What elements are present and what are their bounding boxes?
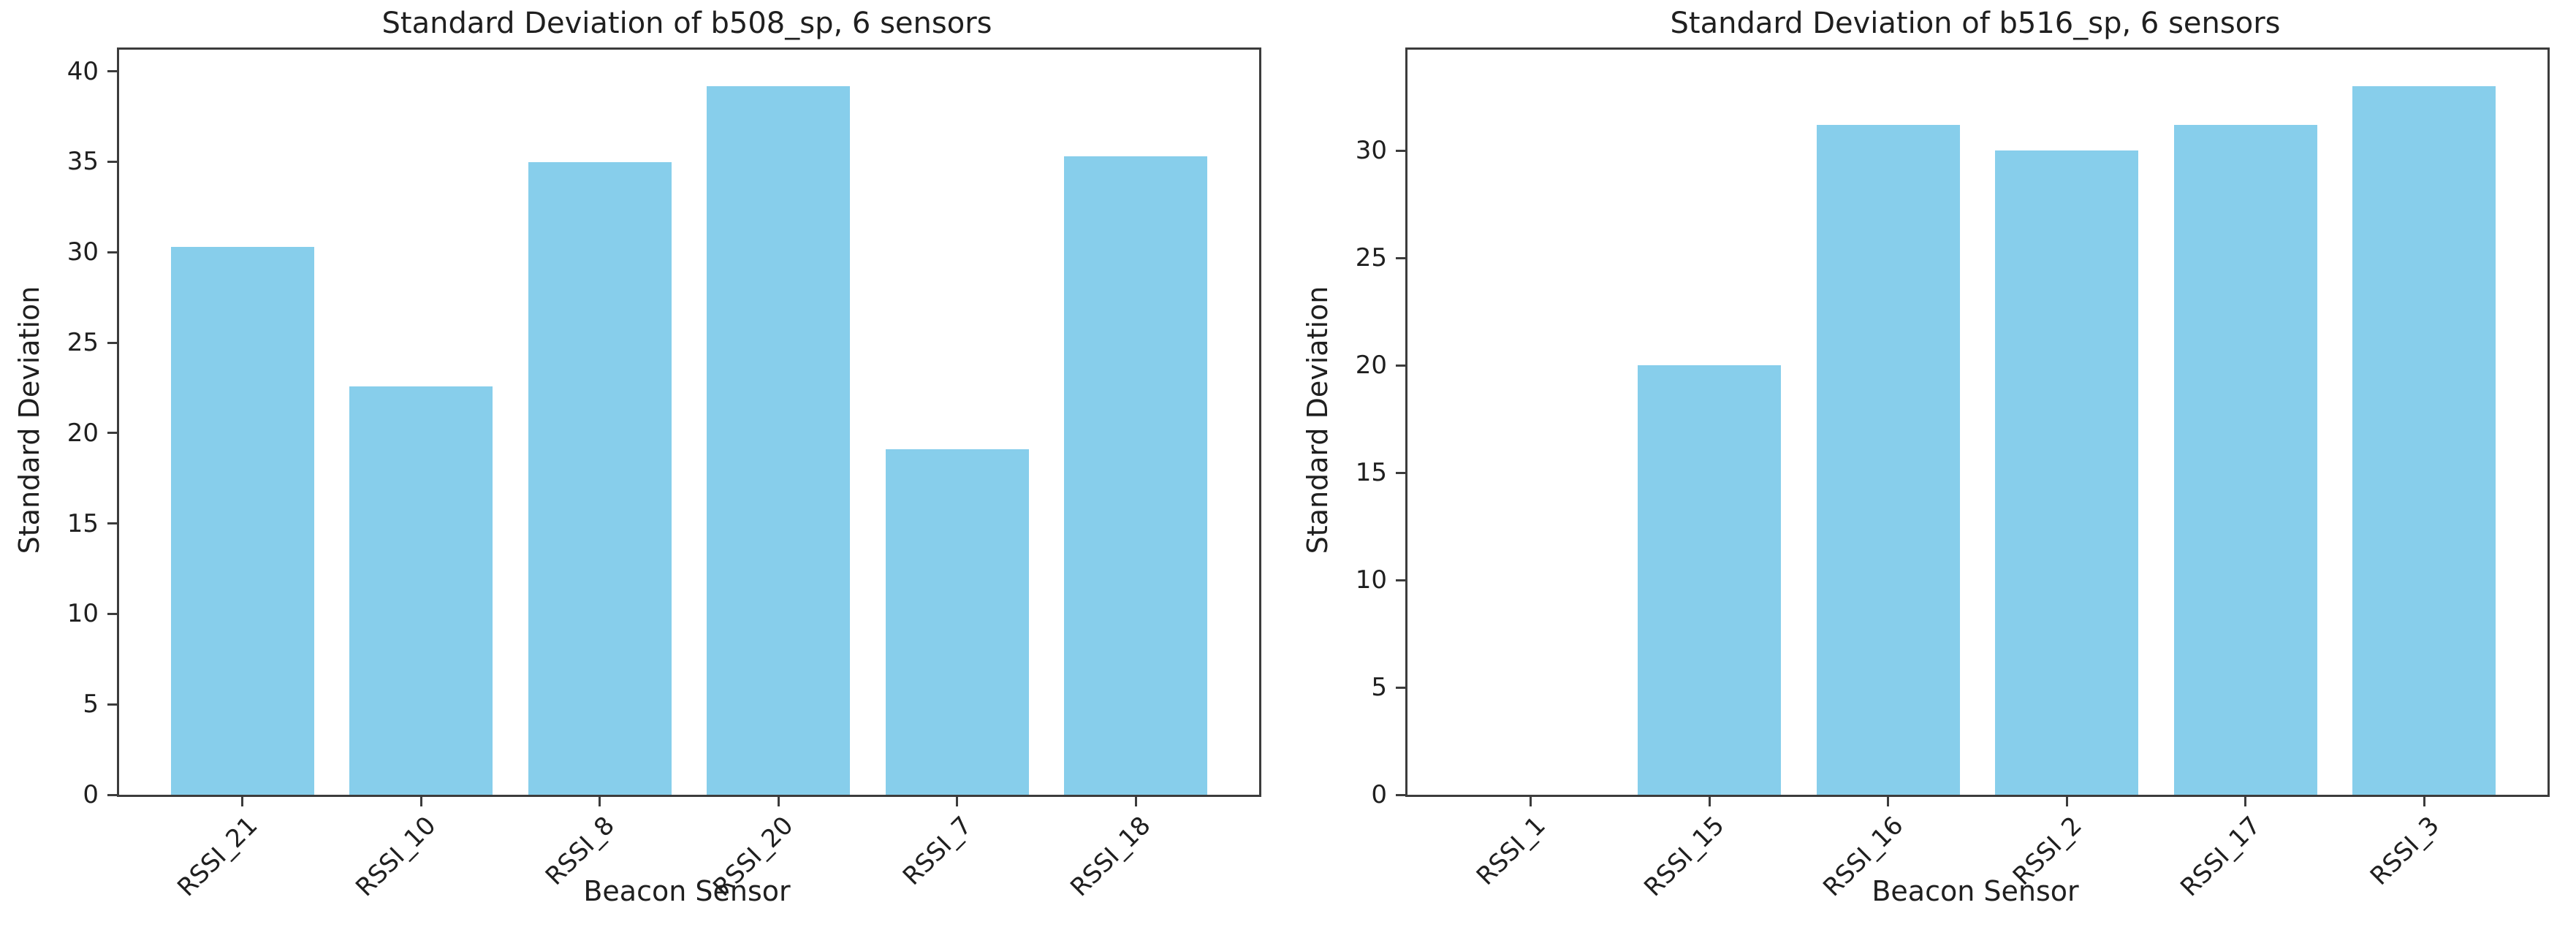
x-axis-label: Beacon Sensor: [583, 875, 791, 907]
x-tick-mark: [1134, 797, 1137, 806]
x-tick-mark: [241, 797, 244, 806]
plot-area: 0 5 10 15 20 25 30 RSSI_1 RSSI_15 RSSI_16 RSSI_2 RS…: [1356, 47, 2550, 902]
y-tick-mark: [1396, 579, 1405, 581]
bar: [1995, 150, 2139, 795]
y-tick-label: 10: [67, 599, 99, 629]
y-tick-mark: [1396, 471, 1405, 474]
chart-title: Standard Deviation of b508_sp, 6 sensors: [381, 7, 992, 40]
y-tick-label: 10: [1355, 565, 1387, 595]
x-axis-label: Beacon Sensor: [1872, 875, 2079, 907]
y-tick-label: 35: [67, 147, 99, 177]
y-tick-label: 15: [67, 508, 99, 538]
y-tick-mark: [1396, 256, 1405, 259]
y-tick-mark: [1396, 686, 1405, 689]
y-tick-label: 5: [1371, 673, 1387, 703]
bar: [885, 449, 1029, 795]
bar: [170, 246, 314, 795]
bar: [528, 161, 672, 795]
y-tick-label: 20: [67, 418, 99, 448]
x-tick-mark: [2244, 797, 2247, 806]
y-tick-mark: [1396, 149, 1405, 152]
chart-panel-b508: Standard Deviation of b508_sp, 6 sensors…: [13, 7, 1261, 907]
y-tick-mark: [107, 612, 117, 615]
y-tick-label: 0: [1371, 780, 1387, 809]
y-tick-mark: [107, 432, 117, 435]
x-tick-mark: [956, 797, 959, 806]
y-axis-label: Standard Deviation: [13, 286, 45, 554]
y-tick-label: 20: [1355, 351, 1387, 381]
y-tick-label: 30: [67, 237, 99, 267]
y-tick-mark: [1396, 364, 1405, 367]
y-tick-mark: [107, 160, 117, 163]
y-tick-mark: [1396, 793, 1405, 796]
x-tick-mark: [1708, 797, 1711, 806]
x-tick-mark: [599, 797, 601, 806]
y-tick-mark: [107, 341, 117, 344]
x-tick-mark: [2423, 797, 2425, 806]
x-tick-mark: [777, 797, 780, 806]
y-tick-mark: [107, 703, 117, 706]
y-tick-label: 15: [1355, 458, 1387, 488]
x-tick-mark: [1530, 797, 1532, 806]
y-tick-mark: [107, 522, 117, 525]
y-tick-mark: [107, 70, 117, 73]
bar: [1064, 156, 1208, 795]
bar: [2173, 124, 2317, 795]
chart-panel-b516: Standard Deviation of b516_sp, 6 sensors…: [1288, 0, 2576, 935]
bar: [349, 386, 493, 795]
bar: [707, 85, 851, 795]
chart-title: Standard Deviation of b516_sp, 6 sensors: [1670, 7, 2281, 40]
plot-area: 0 5 10 15 20 25 30 35 40 RSSI_21 RSSI_10 RSSI_8 RSSI…: [67, 47, 1261, 902]
bar: [2352, 85, 2496, 795]
y-tick-label: 40: [67, 56, 99, 86]
y-tick-label: 5: [83, 690, 99, 720]
y-tick-mark: [107, 793, 117, 796]
y-tick-label: 25: [67, 328, 99, 358]
bar: [1638, 365, 1782, 795]
y-tick-label: 25: [1355, 243, 1387, 273]
x-tick-mark: [419, 797, 422, 806]
y-tick-mark: [107, 251, 117, 253]
y-tick-label: 30: [1355, 136, 1387, 166]
y-tick-label: 0: [83, 780, 99, 809]
x-tick-mark: [2065, 797, 2068, 806]
y-axis-label: Standard Deviation: [1302, 286, 1334, 554]
bar: [1816, 124, 1960, 795]
x-tick-mark: [1887, 797, 1890, 806]
